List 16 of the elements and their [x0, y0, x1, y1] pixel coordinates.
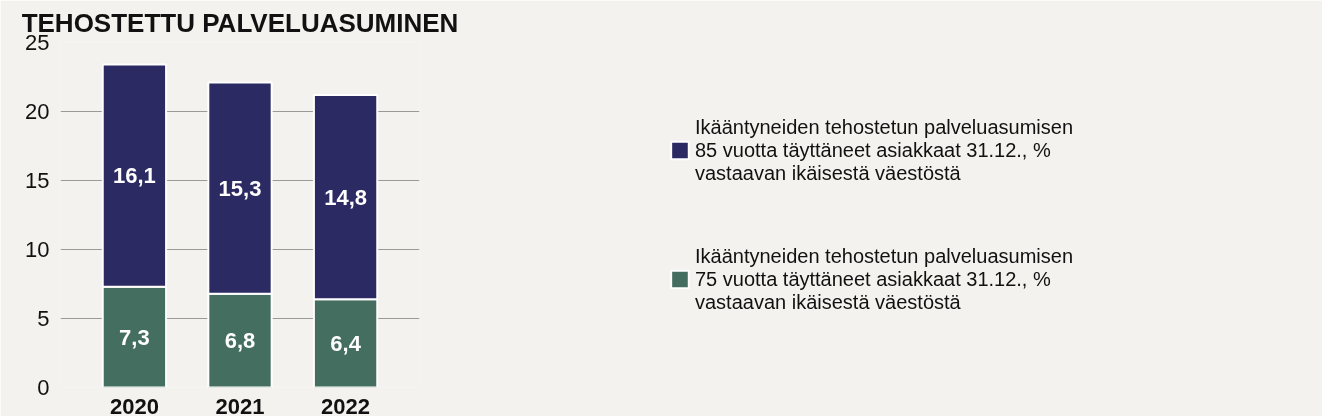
legend-label: Ikääntyneiden tehostetun palveluasumisen 75 vuotta täyttäneet asiakkaat 31.12., % vastaavan ikäisestä väestöstä: [694, 244, 1074, 314]
legend-label: Ikääntyneiden tehostetun palveluasumisen 85 vuotta täyttäneet asiakkaat 31.12., % vastaavan ikäisestä väestöstä: [694, 115, 1074, 185]
data-label: 6,8: [224, 328, 256, 354]
y-tick-label: 5: [37, 306, 50, 331]
x-tick-label: 2022: [321, 393, 371, 416]
data-label: 6,4: [330, 330, 362, 356]
data-label: 14,8: [324, 184, 368, 210]
y-tick-label: 0: [37, 375, 50, 400]
y-tick-label: 10: [25, 237, 50, 262]
x-tick-label: 2021: [215, 393, 265, 416]
data-label: 7,3: [119, 324, 150, 350]
data-label: 16,1: [113, 163, 156, 189]
data-label: 15,3: [218, 175, 262, 201]
y-tick-label: 20: [25, 99, 50, 124]
x-tick-label: 2020: [109, 393, 159, 416]
y-tick-label: 15: [25, 168, 50, 193]
